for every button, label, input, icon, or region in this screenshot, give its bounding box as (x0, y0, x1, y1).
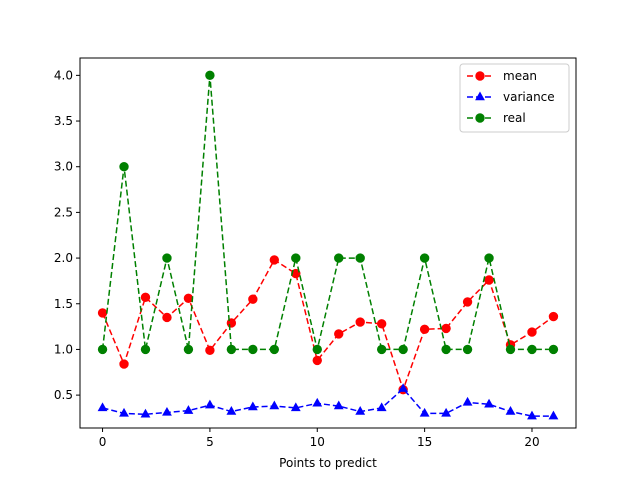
data-point-mean (205, 345, 215, 356)
x-tick-label: 5 (206, 435, 214, 449)
data-point-real (312, 344, 322, 355)
y-tick-label: 1.5 (54, 297, 73, 311)
data-point-mean (484, 275, 494, 285)
data-point-real (205, 70, 215, 81)
y-tick-label: 0.5 (54, 388, 73, 402)
data-point-real (183, 344, 194, 355)
legend-item-mean: mean (467, 69, 537, 83)
x-tick-label: 15 (417, 435, 432, 449)
legend-label: real (503, 111, 526, 125)
data-point-real (527, 344, 537, 355)
data-point-real (505, 344, 516, 355)
data-point-variance (527, 410, 537, 420)
y-tick-label: 2.0 (54, 251, 73, 265)
data-point-real (548, 344, 559, 355)
data-point-real (226, 344, 237, 355)
series-real (97, 70, 559, 355)
legend: mean variance real (459, 63, 570, 133)
x-axis-label: Points to predict (279, 456, 377, 470)
y-axis-ticks: 0.5 1.0 1.5 2.0 2.5 3.0 3.5 4.0 (54, 68, 80, 402)
data-point-real (462, 344, 473, 355)
data-point-variance (312, 397, 323, 407)
plot-frame (79, 57, 577, 429)
y-tick-label: 4.0 (54, 68, 73, 82)
data-point-real (269, 344, 280, 355)
data-point-mean (312, 355, 322, 366)
data-point-mean (248, 294, 258, 304)
data-point-variance (333, 400, 344, 410)
data-point-variance (355, 406, 366, 415)
data-point-real (484, 253, 494, 263)
data-point-mean (419, 324, 430, 335)
data-point-variance (290, 402, 301, 412)
data-point-variance (119, 407, 129, 417)
legend-marker (475, 113, 485, 123)
data-point-variance (462, 396, 473, 406)
data-point-real (355, 253, 365, 263)
legend-label: mean (503, 69, 537, 83)
data-point-real (291, 253, 301, 263)
data-point-real (248, 344, 258, 355)
data-point-real (140, 344, 151, 355)
data-point-variance (140, 408, 151, 418)
series-layer (97, 70, 559, 420)
data-point-variance (398, 383, 409, 392)
data-point-mean (548, 311, 559, 322)
data-point-variance (162, 406, 172, 416)
data-point-mean (97, 308, 108, 318)
data-point-mean (334, 329, 344, 339)
data-point-variance (269, 400, 280, 410)
data-point-variance (183, 405, 194, 414)
data-point-variance (376, 402, 387, 412)
series-line-real (101, 75, 554, 351)
data-point-variance (484, 398, 494, 408)
data-point-real (334, 253, 344, 263)
data-point-mean (462, 297, 473, 307)
data-point-variance (419, 407, 430, 417)
data-point-mean (441, 323, 451, 334)
data-point-real (162, 253, 172, 263)
x-axis-ticks: 0 5 10 15 20 (99, 428, 540, 449)
series-line-mean (101, 258, 554, 392)
legend-marker (475, 71, 485, 81)
y-tick-label: 1.0 (54, 342, 73, 356)
series-line-variance (102, 387, 554, 417)
data-point-real (398, 344, 408, 355)
data-point-real (419, 253, 430, 263)
data-point-variance (441, 407, 452, 417)
legend-item-variance: variance (467, 90, 555, 104)
data-point-variance (204, 399, 215, 409)
legend-items: mean variance real (467, 69, 555, 125)
series-variance (97, 383, 559, 420)
data-point-variance (505, 406, 516, 415)
data-point-mean (269, 255, 280, 265)
x-tick-label: 20 (524, 435, 539, 449)
data-point-variance (548, 410, 559, 420)
legend-box (459, 63, 570, 133)
data-point-real (97, 344, 108, 355)
data-point-real (119, 162, 129, 172)
legend-label: variance (503, 90, 555, 104)
data-point-variance (97, 402, 108, 412)
data-point-mean (119, 359, 129, 369)
data-point-mean (355, 317, 365, 327)
legend-item-real: real (467, 111, 526, 125)
data-point-mean (183, 293, 194, 303)
data-point-variance (226, 406, 237, 415)
data-point-real (376, 344, 387, 355)
data-point-mean (527, 327, 537, 337)
y-tick-label: 2.5 (54, 205, 73, 219)
x-tick-label: 10 (310, 435, 325, 449)
data-point-mean (376, 319, 387, 329)
data-point-variance (247, 401, 258, 411)
data-point-real (441, 344, 451, 355)
x-tick-label: 0 (99, 435, 107, 449)
y-tick-label: 3.0 (54, 160, 73, 174)
data-point-mean (140, 292, 151, 303)
legend-marker (475, 91, 485, 101)
y-tick-label: 3.5 (54, 114, 73, 128)
data-point-mean (162, 312, 172, 323)
